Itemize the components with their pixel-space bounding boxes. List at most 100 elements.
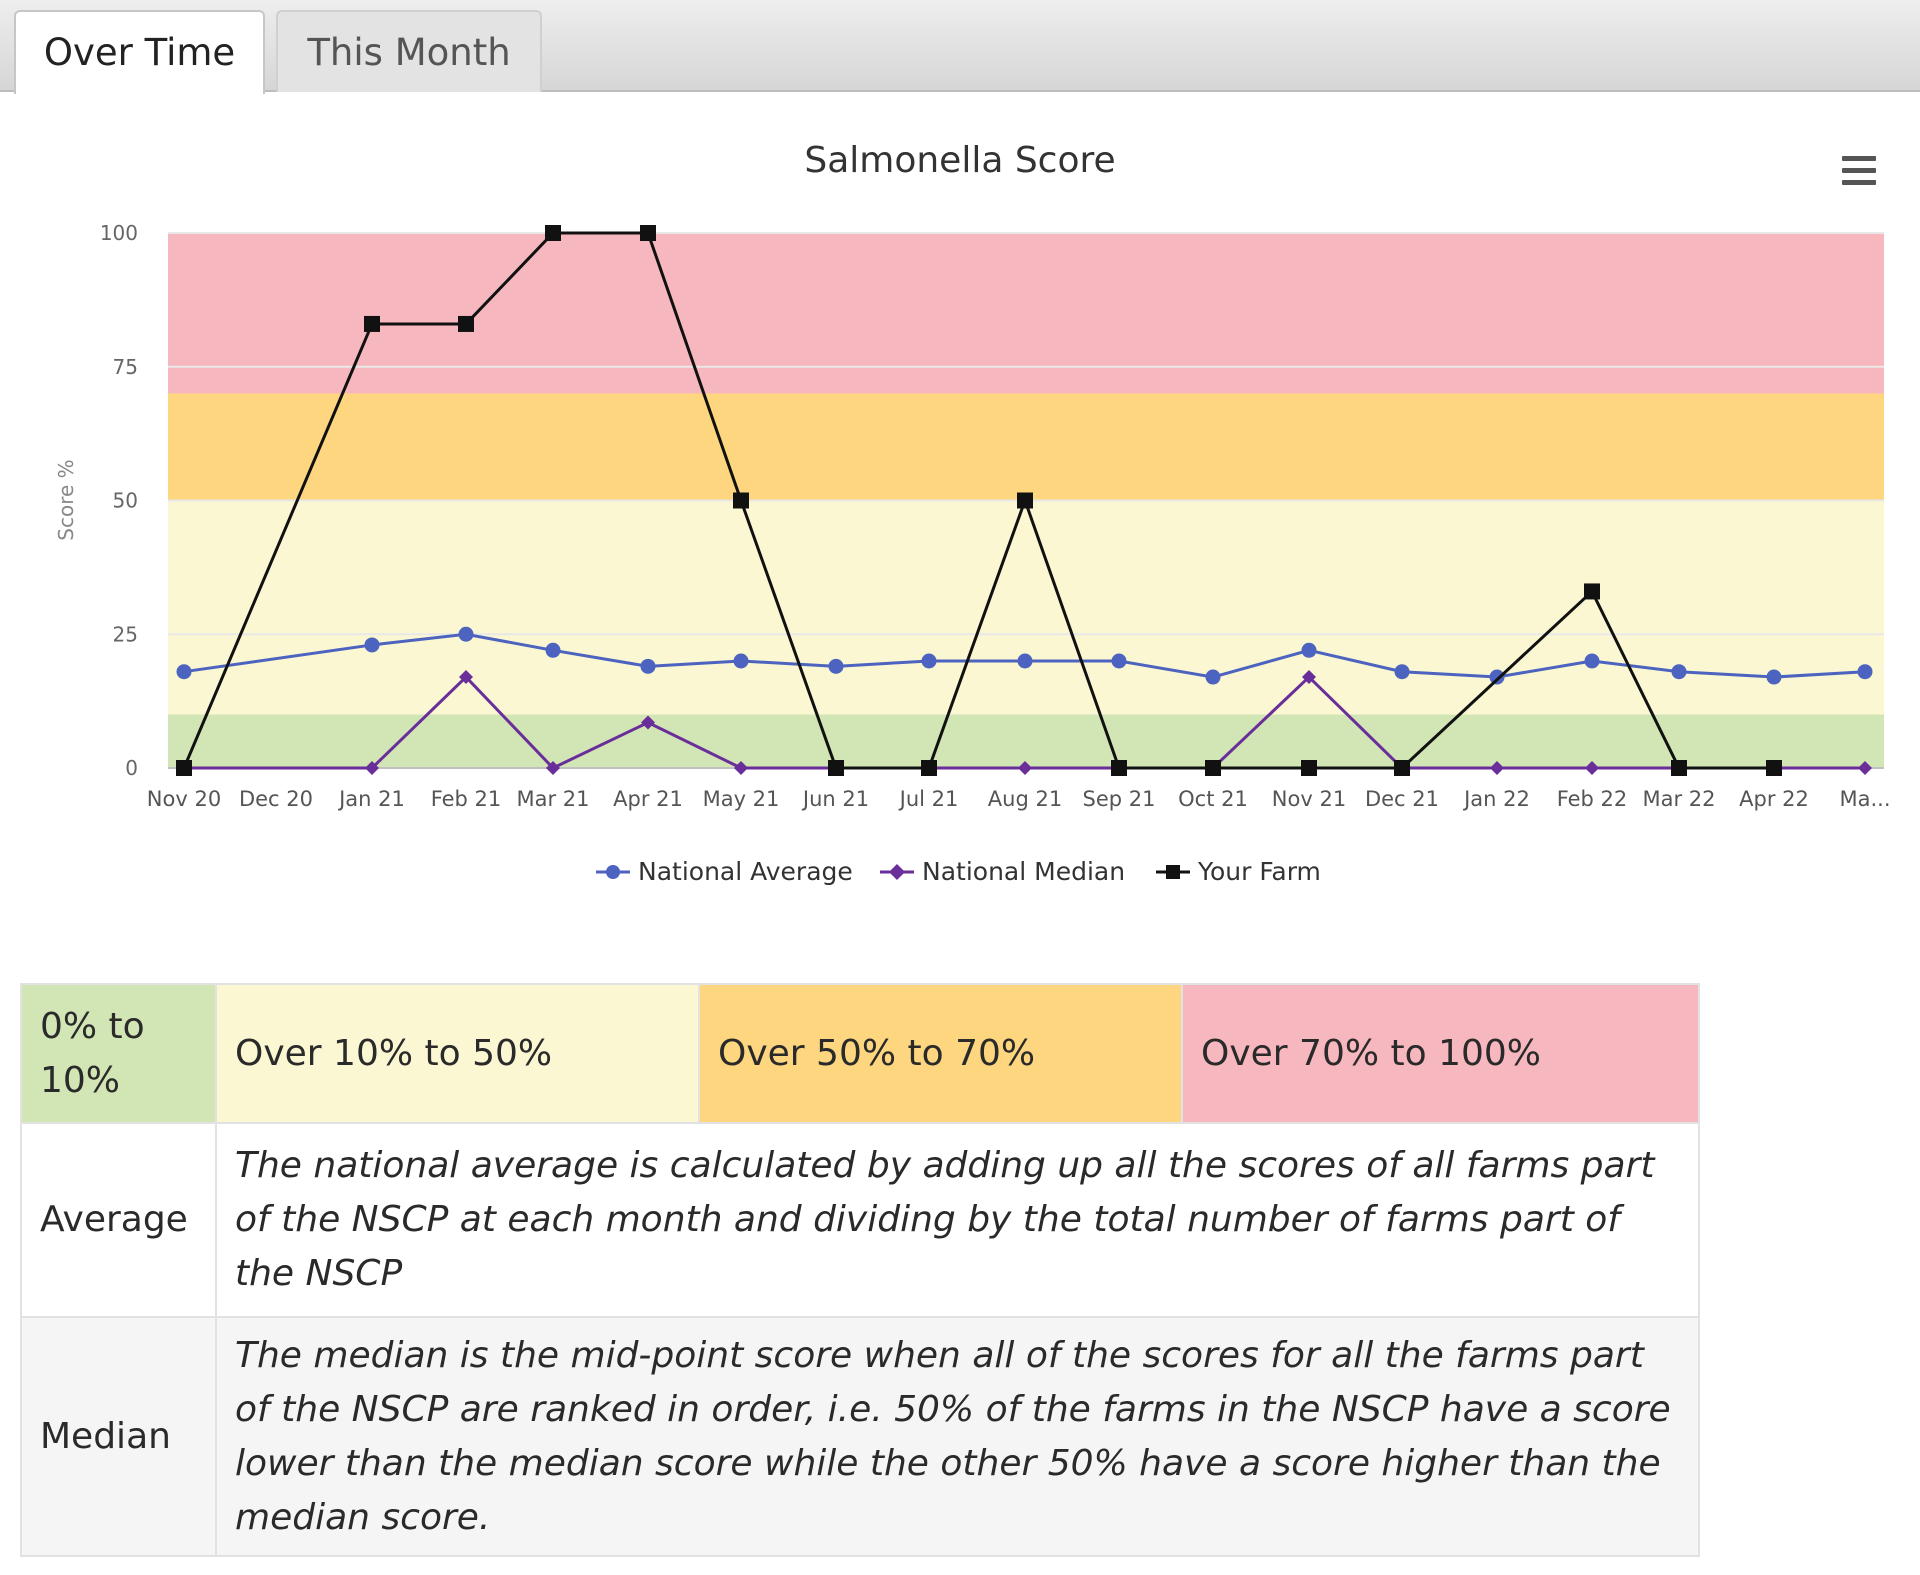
- data-point[interactable]: [458, 315, 474, 332]
- x-tick-label: Jun 21: [801, 787, 869, 811]
- data-point[interactable]: [364, 637, 380, 653]
- score-band-2: [168, 393, 1884, 501]
- y-axis-label: Score %: [54, 459, 78, 540]
- score-band-0: [168, 714, 1884, 768]
- average-definition: The national average is calculated by ad…: [215, 1122, 1700, 1318]
- data-point[interactable]: [641, 715, 655, 730]
- x-tick-label: Feb 22: [1557, 787, 1628, 811]
- x-tick-label: Nov 21: [1272, 787, 1346, 811]
- y-tick-label: 25: [113, 622, 138, 646]
- x-tick-label: Aug 21: [988, 787, 1062, 811]
- median-definition: The median is the mid-point score when a…: [215, 1316, 1700, 1557]
- series-national-average: [176, 626, 1873, 685]
- x-tick-label: Apr 22: [1739, 787, 1809, 811]
- series: [176, 225, 1873, 776]
- x-tick-label: Jan 22: [1462, 787, 1530, 811]
- y-tick-label: 75: [113, 355, 138, 379]
- score-band-3: [168, 233, 1884, 394]
- x-tick-label: Dec 21: [1365, 787, 1439, 811]
- data-point[interactable]: [921, 653, 937, 669]
- band-row: 0% to 10% Over 10% to 50% Over 50% to 70…: [20, 983, 1700, 1124]
- legend-label: National Average: [638, 857, 853, 886]
- legend-label: Your Farm: [1198, 857, 1321, 886]
- data-point[interactable]: [1394, 664, 1410, 680]
- circle-marker-icon: [596, 865, 630, 879]
- data-point[interactable]: [1584, 653, 1600, 669]
- band-70-100: Over 70% to 100%: [1181, 983, 1700, 1124]
- data-point[interactable]: [921, 760, 937, 776]
- data-point[interactable]: [176, 760, 192, 776]
- data-point[interactable]: [1766, 669, 1782, 685]
- data-point[interactable]: [1490, 761, 1504, 775]
- series-line: [184, 674, 1865, 770]
- band-0-10: 0% to 10%: [20, 983, 217, 1124]
- data-point[interactable]: [1017, 492, 1033, 509]
- data-point[interactable]: [733, 492, 749, 509]
- data-point[interactable]: [1017, 653, 1033, 669]
- series-your-farm: [176, 225, 1782, 776]
- y-tick-label: 0: [125, 756, 138, 780]
- tab-over-time[interactable]: Over Time: [14, 10, 265, 94]
- x-tick-label: Jul 21: [898, 787, 959, 811]
- data-point[interactable]: [1301, 642, 1317, 658]
- data-point[interactable]: [459, 670, 473, 685]
- median-row: Median The median is the mid-point score…: [20, 1316, 1700, 1557]
- data-point[interactable]: [1205, 760, 1221, 776]
- band-50-70: Over 50% to 70%: [698, 983, 1183, 1124]
- diamond-marker-icon: [880, 864, 914, 880]
- score-bands: [168, 233, 1884, 768]
- data-point[interactable]: [1205, 669, 1221, 685]
- data-point[interactable]: [640, 225, 656, 241]
- x-tick-label: Mar 22: [1642, 787, 1715, 811]
- average-row: Average The national average is calculat…: [20, 1122, 1700, 1318]
- x-axis-ticks: Nov 20 Dec 20 Jan 21 Feb 21 Mar 21 Apr 21 May …: [147, 767, 1891, 811]
- y-tick-label: 100: [100, 221, 138, 245]
- x-tick-label: May 21: [703, 787, 780, 811]
- score-key-table: 0% to 10% Over 10% to 50% Over 50% to 70…: [20, 983, 1700, 1557]
- data-point[interactable]: [1301, 760, 1317, 776]
- data-point[interactable]: [1394, 760, 1410, 776]
- tab-this-month[interactable]: This Month: [276, 10, 542, 92]
- data-point[interactable]: [1111, 653, 1127, 669]
- data-point[interactable]: [1018, 761, 1032, 775]
- data-point[interactable]: [1111, 760, 1127, 776]
- x-tick-label: Oct 21: [1178, 787, 1248, 811]
- chart-title: Salmonella Score: [804, 140, 1116, 181]
- x-tick-label: Feb 21: [431, 787, 502, 811]
- x-tick-label: Ma...: [1839, 787, 1890, 811]
- data-point[interactable]: [828, 760, 844, 776]
- x-tick-label: Apr 21: [613, 787, 683, 811]
- data-point[interactable]: [1302, 670, 1316, 685]
- data-point[interactable]: [1766, 760, 1782, 776]
- data-point[interactable]: [546, 761, 560, 775]
- data-point[interactable]: [1671, 760, 1687, 776]
- salmonella-score-chart: 0 25 50 75 100 Score % Nov 20 Dec 20 Jan 21 Feb…: [54, 221, 1891, 811]
- tab-bar: Over Time This Month: [0, 0, 1920, 94]
- series-line: [182, 231, 1774, 770]
- data-point[interactable]: [545, 225, 561, 241]
- hamburger-menu-icon[interactable]: [1842, 156, 1876, 186]
- x-tick-label: Nov 20: [147, 787, 221, 811]
- data-point[interactable]: [365, 761, 379, 775]
- x-tick-label: Dec 20: [239, 787, 313, 811]
- data-point[interactable]: [1857, 664, 1873, 680]
- data-point[interactable]: [734, 761, 748, 775]
- data-point[interactable]: [545, 642, 561, 658]
- chart-legend: National Average National Median Your Fa…: [0, 852, 1920, 892]
- data-point[interactable]: [1858, 761, 1872, 775]
- data-point[interactable]: [640, 658, 656, 674]
- data-point[interactable]: [1489, 669, 1505, 685]
- x-tick-label: Sep 21: [1083, 787, 1156, 811]
- data-point[interactable]: [1585, 761, 1599, 775]
- data-point[interactable]: [828, 658, 844, 674]
- series-line: [183, 632, 1866, 679]
- data-point[interactable]: [1584, 583, 1600, 600]
- band-10-50: Over 10% to 50%: [215, 983, 700, 1124]
- data-point[interactable]: [364, 315, 380, 332]
- data-point[interactable]: [733, 653, 749, 669]
- data-point[interactable]: [176, 664, 192, 680]
- x-tick-label: Mar 21: [516, 787, 589, 811]
- data-point[interactable]: [458, 626, 474, 642]
- x-tick-label: Jan 21: [337, 787, 405, 811]
- data-point[interactable]: [1671, 664, 1687, 680]
